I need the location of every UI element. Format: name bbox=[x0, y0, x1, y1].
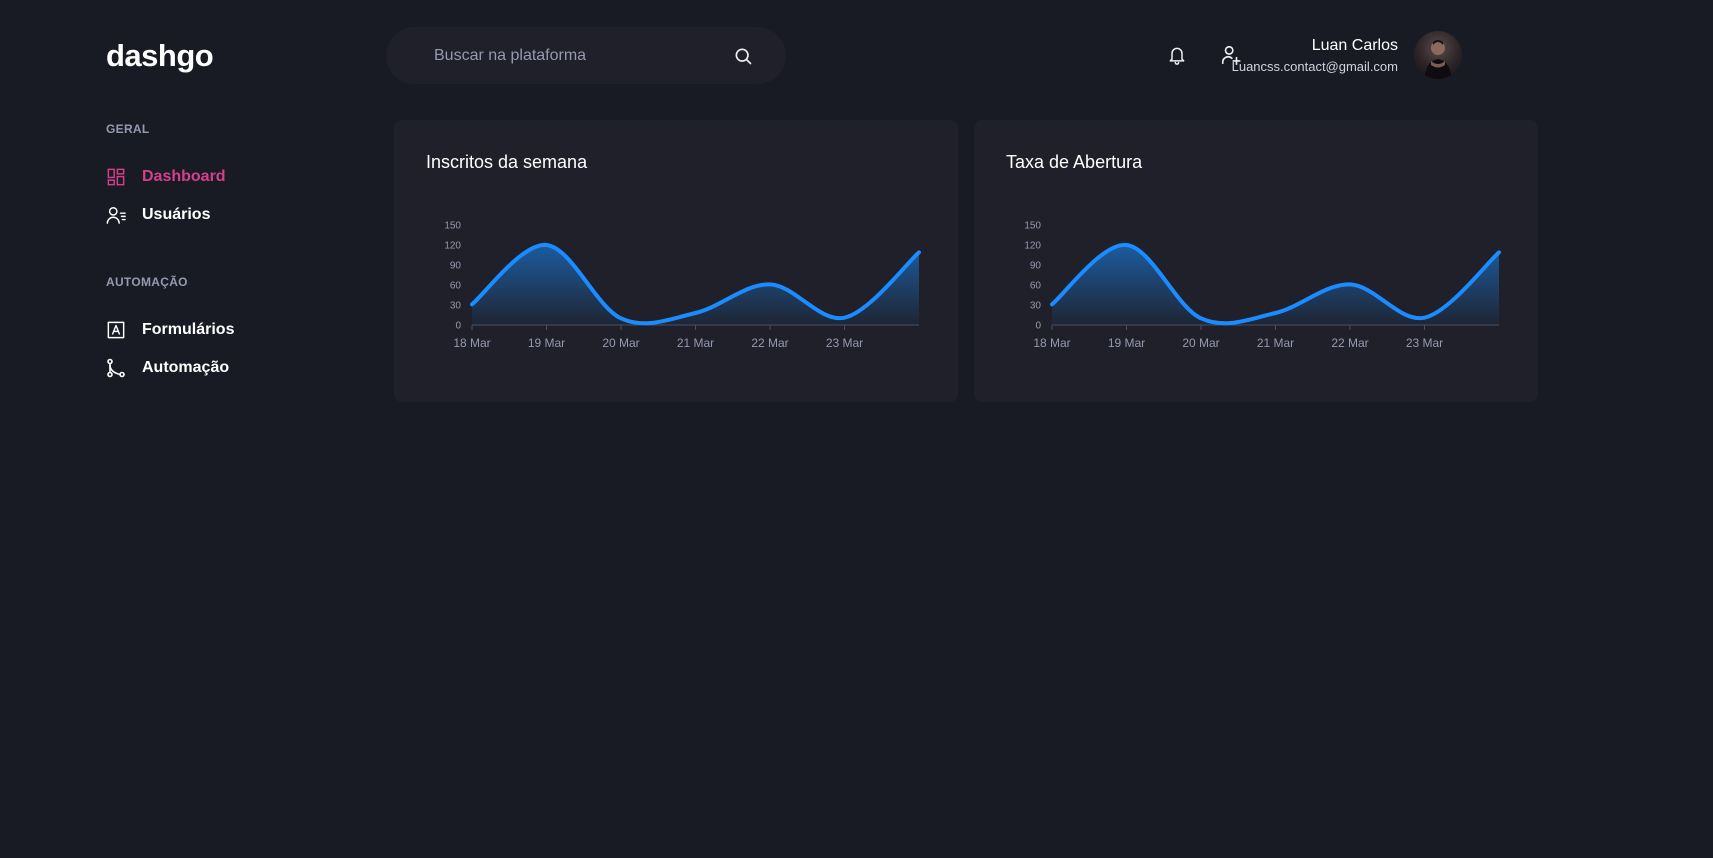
sidebar-item-usuarios[interactable]: Usuários bbox=[106, 205, 366, 225]
bell-icon[interactable] bbox=[1166, 43, 1188, 67]
sidebar-item-formularios[interactable]: Formulários bbox=[106, 320, 366, 340]
users-icon bbox=[106, 205, 126, 225]
x-tick-label: 18 Mar bbox=[453, 336, 490, 350]
automation-icon bbox=[106, 358, 126, 378]
y-tick-label: 60 bbox=[1030, 281, 1042, 292]
profile-info: Luan Carlos Luancss.contact@gmail.com bbox=[1232, 36, 1398, 75]
form-icon bbox=[106, 320, 126, 340]
y-tick-label: 120 bbox=[444, 241, 461, 252]
x-tick-label: 21 Mar bbox=[1257, 336, 1294, 350]
sidebar-item-label: Dashboard bbox=[142, 168, 226, 185]
y-tick-label: 120 bbox=[1024, 241, 1041, 252]
sidebar-nav-geral: Dashboard Usuários bbox=[106, 167, 366, 225]
x-tick-label: 22 Mar bbox=[751, 336, 788, 350]
y-tick-label: 30 bbox=[450, 301, 462, 312]
sidebar-section-title: AUTOMAÇÃO bbox=[106, 275, 188, 289]
y-tick-label: 150 bbox=[1024, 221, 1041, 232]
y-tick-label: 60 bbox=[450, 281, 462, 292]
sidebar-item-label: Automação bbox=[142, 359, 230, 376]
y-tick-label: 0 bbox=[1035, 321, 1041, 332]
y-tick-label: 90 bbox=[1030, 261, 1042, 272]
app-logo[interactable]: dashgo bbox=[106, 38, 214, 73]
x-tick-label: 21 Mar bbox=[677, 336, 714, 350]
search-input[interactable] bbox=[434, 46, 732, 65]
sidebar-item-automacao[interactable]: Automação bbox=[106, 358, 366, 378]
x-tick-label: 20 Mar bbox=[1182, 336, 1219, 350]
y-tick-label: 150 bbox=[444, 221, 461, 232]
sidebar-nav-automacao: Formulários Automação bbox=[106, 320, 366, 378]
chart-card-taxa-abertura: 0 30 60 90 120 150 18 Mar 19 Mar 20 Mar 21 Mar 22 … bbox=[974, 120, 1538, 402]
avatar[interactable] bbox=[1414, 31, 1462, 79]
series-line bbox=[470, 243, 921, 326]
chart-inscritos-svg: 0 30 60 90 120 150 18 Mar 19 Mar 20 Mar 21 Mar 22 … bbox=[444, 221, 921, 350]
x-tick-label: 19 Mar bbox=[1108, 336, 1145, 350]
search-bar bbox=[386, 27, 786, 84]
x-tick-label: 22 Mar bbox=[1331, 336, 1368, 350]
x-tick-label: 20 Mar bbox=[602, 336, 639, 350]
chart-taxa-abertura-svg: 0 30 60 90 120 150 18 Mar 19 Mar 20 Mar 21 Mar 22 … bbox=[1024, 221, 1501, 350]
user-add-icon[interactable] bbox=[1220, 43, 1242, 67]
x-tick-label: 23 Mar bbox=[1406, 336, 1443, 350]
dashboard-icon bbox=[106, 167, 126, 187]
x-tick-label: 23 Mar bbox=[826, 336, 863, 350]
chart-card-inscritos: 0 30 60 90 120 150 18 Mar 19 Mar 20 Mar 21 Mar 22 … bbox=[394, 120, 958, 402]
user-profile[interactable]: Luan Carlos Luancss.contact@gmail.com bbox=[1232, 31, 1462, 79]
search-icon[interactable] bbox=[732, 45, 754, 67]
profile-name: Luan Carlos bbox=[1311, 36, 1398, 54]
profile-email: Luancss.contact@gmail.com bbox=[1231, 59, 1398, 75]
chart-title: Taxa de Abertura bbox=[1006, 152, 1143, 172]
sidebar-section-title: GERAL bbox=[106, 122, 150, 136]
header-actions bbox=[1166, 43, 1242, 67]
series-line bbox=[1050, 243, 1501, 326]
sidebar-item-label: Usuários bbox=[142, 206, 211, 223]
sidebar: GERAL Dashboard bbox=[106, 122, 366, 378]
chart-title: Inscritos da semana bbox=[426, 152, 588, 172]
y-tick-label: 30 bbox=[1030, 301, 1042, 312]
y-tick-label: 0 bbox=[455, 321, 461, 332]
y-tick-label: 90 bbox=[450, 261, 462, 272]
x-tick-label: 19 Mar bbox=[528, 336, 565, 350]
sidebar-item-dashboard[interactable]: Dashboard bbox=[106, 167, 366, 187]
x-tick-label: 18 Mar bbox=[1033, 336, 1070, 350]
sidebar-item-label: Formulários bbox=[142, 321, 235, 338]
